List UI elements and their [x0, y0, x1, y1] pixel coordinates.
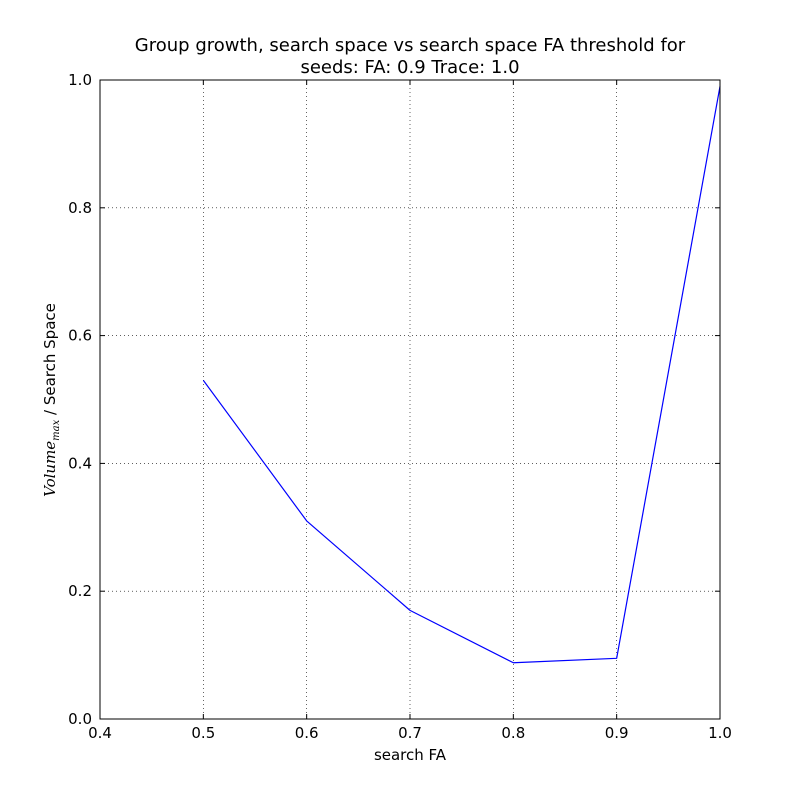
series-line: [202, 86, 721, 664]
plot-frame: [99, 79, 721, 720]
x-tick-label: 0.8: [501, 724, 525, 742]
x-axis-label: search FA: [374, 746, 447, 764]
x-tick-label: 0.6: [295, 724, 319, 742]
y-tick-label: 0.0: [68, 710, 92, 728]
x-tick-label: 0.9: [605, 724, 629, 742]
y-axis-label-math: Volume: [41, 441, 59, 497]
y-tick-label: 1.0: [68, 71, 92, 89]
y-axis-label-subscript: max: [51, 419, 62, 440]
chart-title: Group growth, search space vs search spa…: [135, 35, 686, 56]
x-tick-label: 0.4: [88, 724, 112, 742]
y-tick-label: 0.8: [68, 199, 92, 217]
x-tick-label: 0.5: [191, 724, 215, 742]
series-group: [202, 86, 721, 664]
y-tick-label: 0.6: [68, 327, 92, 345]
ticks: 0.4 0.5 0.6 0.7 0.8 0.9 1.0 0.0 0.2 0.4 0.6 0.8 1.0: [68, 71, 732, 742]
y-tick-label: 0.2: [68, 582, 92, 600]
x-tick-label: 0.7: [398, 724, 422, 742]
x-tick-label: 1.0: [708, 724, 732, 742]
y-axis-label-text: / Search Space: [41, 303, 59, 420]
chart-subtitle: seeds: FA: 0.9 Trace: 1.0: [300, 57, 519, 78]
grid: [100, 80, 720, 719]
y-tick-label: 0.4: [68, 454, 92, 472]
y-axis-label: Volumemax / Search Space: [41, 303, 62, 497]
